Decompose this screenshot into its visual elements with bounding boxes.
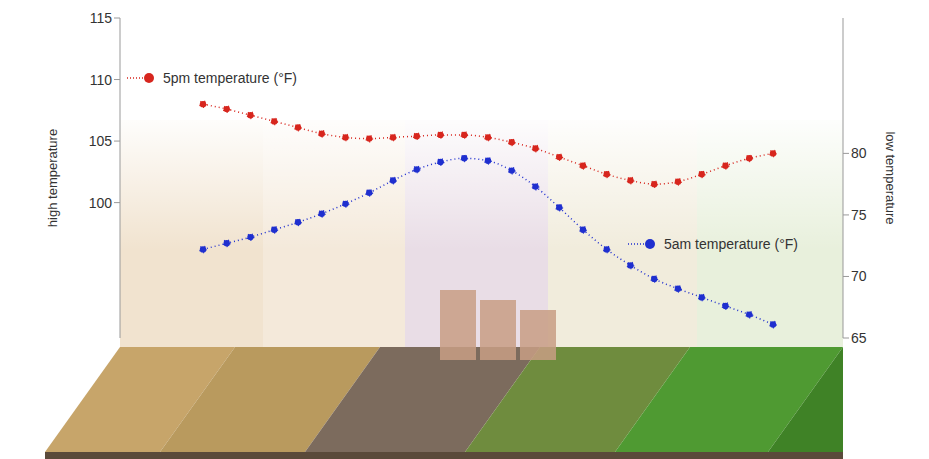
svg-text:high temperature: high temperature — [45, 129, 60, 227]
svg-text:low temperature: low temperature — [883, 131, 898, 224]
html-text:5am temperature (°F): 5am temperature (°F) — [664, 236, 798, 252]
svg-text:65: 65 — [851, 330, 867, 346]
svg-text:105: 105 — [89, 133, 113, 149]
svg-text:115: 115 — [90, 10, 113, 26]
svg-text:110: 110 — [90, 72, 113, 88]
svg-text:75: 75 — [851, 207, 867, 223]
svg-text:100: 100 — [89, 195, 113, 211]
svg-text:80: 80 — [851, 145, 867, 161]
svg-text:70: 70 — [851, 268, 867, 284]
html-text:5pm temperature (°F): 5pm temperature (°F) — [163, 70, 297, 86]
